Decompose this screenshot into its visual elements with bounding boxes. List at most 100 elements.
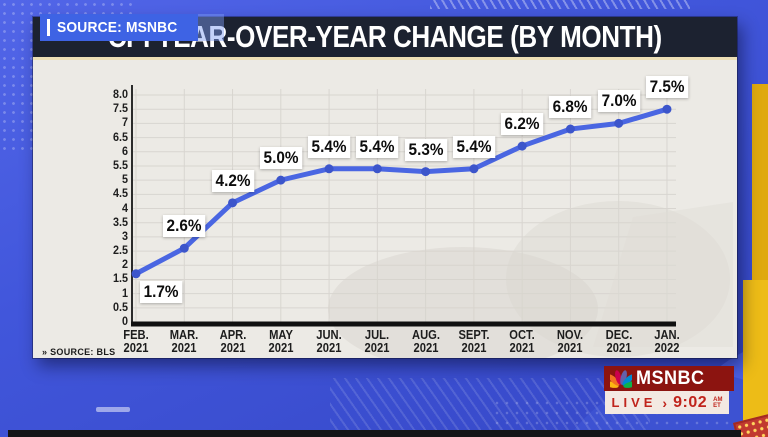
x-axis-label: FEB. 2021 [110, 327, 162, 355]
data-point [469, 164, 479, 174]
chart-card: 8.0 7.5 7 6.5 6 5.5 5 4.5 4 3.5 3 2.5 2 1.5 1 0.5 0 FEB.… [33, 17, 737, 358]
y-tick-label: 5 [121, 172, 128, 187]
x-axis-label: SEPT. 2021 [448, 327, 500, 355]
month-label: SEPT. [458, 327, 490, 342]
data-point [614, 118, 624, 128]
lower-third-edge [8, 430, 741, 437]
data-point-label: 5.3% [404, 138, 447, 161]
data-point-label: 1.7% [140, 280, 183, 303]
plot-area: 8.0 7.5 7 6.5 6 5.5 5 4.5 4 3.5 3 2.5 2 1.5 1 0.5 0 FEB.… [33, 17, 737, 358]
data-point [565, 124, 575, 134]
data-point-label: 4.2% [211, 169, 254, 192]
data-point [517, 141, 527, 151]
year-label: 2021 [364, 339, 390, 355]
y-tick-label: 0 [121, 314, 128, 328]
y-tick-label: 2.5 [112, 243, 128, 258]
time-ampm: AM [713, 396, 723, 403]
x-axis-label: OCT. 2021 [496, 327, 548, 355]
badge-accent-bar [47, 19, 50, 36]
data-point-label: 2.6% [163, 215, 206, 238]
month-label: JUL. [365, 327, 390, 342]
year-label: 2021 [268, 339, 294, 355]
gold-stripe [752, 84, 768, 282]
data-point-label: 5.4% [356, 135, 399, 158]
source-note: » SOURCE: BLS [42, 347, 115, 357]
x-axis-label: AUG. 2021 [400, 327, 452, 355]
chart-title: CPI YEAR-OVER-YEAR CHANGE (BY MONTH) [108, 19, 662, 54]
y-tick-label: 8.0 [112, 87, 128, 101]
network-logo-box: MSNBC [604, 366, 734, 391]
trend-line [133, 106, 670, 277]
data-point-label: 5.4% [452, 135, 495, 158]
peacock-feather [615, 369, 622, 385]
x-axis-label: MAY 2021 [255, 327, 307, 355]
source-badge: SOURCE: MSNBC [40, 14, 224, 41]
month-label: FEB. [123, 327, 149, 342]
watermark-shape [593, 202, 733, 347]
year-label: 2021 [123, 339, 149, 355]
y-tick-label: 6.5 [112, 129, 128, 144]
x-axis-label: DEC. 2021 [593, 327, 645, 355]
y-tick-label: 3.5 [112, 214, 128, 229]
data-point [228, 198, 238, 208]
month-label: APR. [219, 327, 246, 342]
bg-hatch-pattern [430, 0, 690, 9]
data-point [324, 164, 334, 174]
year-label: 2021 [557, 339, 583, 355]
month-label: MAR. [169, 327, 199, 342]
peacock-feather [622, 373, 632, 386]
y-tick-label: 5.5 [112, 157, 128, 172]
year-label: 2021 [509, 339, 535, 355]
y-tick-label: 2 [121, 257, 128, 272]
clock-time: 9:02 [673, 393, 708, 411]
data-point [662, 104, 672, 114]
time-zone: ET [713, 402, 721, 409]
data-point-label: 7.0% [597, 90, 640, 113]
data-point-label: 7.5% [645, 76, 689, 99]
x-axis-label: JUN. 2021 [303, 327, 355, 355]
month-label: MAY [268, 327, 293, 342]
peacock-feather [623, 380, 632, 388]
peacock-feather [610, 373, 620, 386]
year-label: 2021 [171, 339, 197, 355]
gold-stripe [743, 280, 768, 437]
month-label: OCT. [509, 327, 535, 342]
data-point [421, 167, 431, 177]
source-badge-label: SOURCE: MSNBC [57, 19, 178, 36]
chart-svg [131, 85, 733, 358]
year-label: 2021 [606, 339, 632, 355]
chevron-right-icon: › [662, 394, 668, 411]
month-label: JUN. [316, 327, 342, 342]
data-point-label: 5.0% [259, 147, 302, 170]
month-label: NOV. [557, 327, 584, 342]
year-label: 2021 [316, 339, 342, 355]
x-axis-label: NOV. 2021 [545, 327, 597, 355]
year-label: 2021 [461, 339, 487, 355]
year-label: 2022 [654, 339, 680, 355]
nbc-peacock-icon [610, 369, 632, 388]
live-label: LIVE [611, 395, 657, 410]
month-label: JAN. [654, 327, 680, 342]
y-tick-label: 7.5 [112, 101, 128, 116]
data-point [131, 269, 141, 279]
y-tick-label: 7 [121, 115, 128, 130]
month-label: AUG. [411, 327, 440, 342]
y-tick-label: 0.5 [112, 299, 128, 314]
bg-dash [96, 407, 130, 412]
data-point-label: 6.8% [549, 96, 592, 119]
y-tick-label: 6 [121, 143, 128, 158]
x-axis-label: JAN. 2022 [641, 327, 693, 355]
y-tick-label: 3 [121, 228, 128, 243]
watermark-shape [506, 201, 730, 357]
y-tick-label: 4.5 [112, 186, 128, 201]
source-note-text: SOURCE: BLS [50, 347, 116, 357]
data-point [372, 164, 382, 174]
network-name: MSNBC [636, 367, 705, 389]
time-suffix: AM ET [713, 397, 722, 409]
bg-hatch-pattern [330, 378, 650, 437]
year-label: 2021 [413, 339, 439, 355]
live-time-bug: LIVE › 9:02 AM ET [605, 391, 729, 414]
month-label: DEC. [605, 327, 633, 342]
x-axis-label: APR. 2021 [207, 327, 259, 354]
